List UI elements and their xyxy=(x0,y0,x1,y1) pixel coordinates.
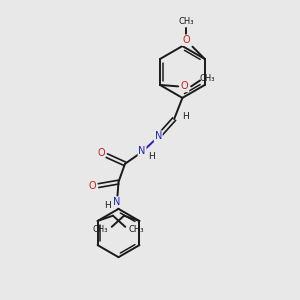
Text: H: H xyxy=(182,112,189,121)
Text: N: N xyxy=(154,131,162,141)
Text: H: H xyxy=(104,201,111,210)
Text: CH₃: CH₃ xyxy=(178,16,194,26)
Text: N: N xyxy=(138,146,146,157)
Text: O: O xyxy=(182,35,190,45)
Text: CH₃: CH₃ xyxy=(129,225,144,234)
Text: H: H xyxy=(148,152,155,161)
Text: N: N xyxy=(113,197,121,207)
Text: CH₃: CH₃ xyxy=(93,225,108,234)
Text: O: O xyxy=(181,81,188,92)
Text: CH₃: CH₃ xyxy=(200,74,215,83)
Text: O: O xyxy=(89,181,96,190)
Text: O: O xyxy=(97,148,105,158)
